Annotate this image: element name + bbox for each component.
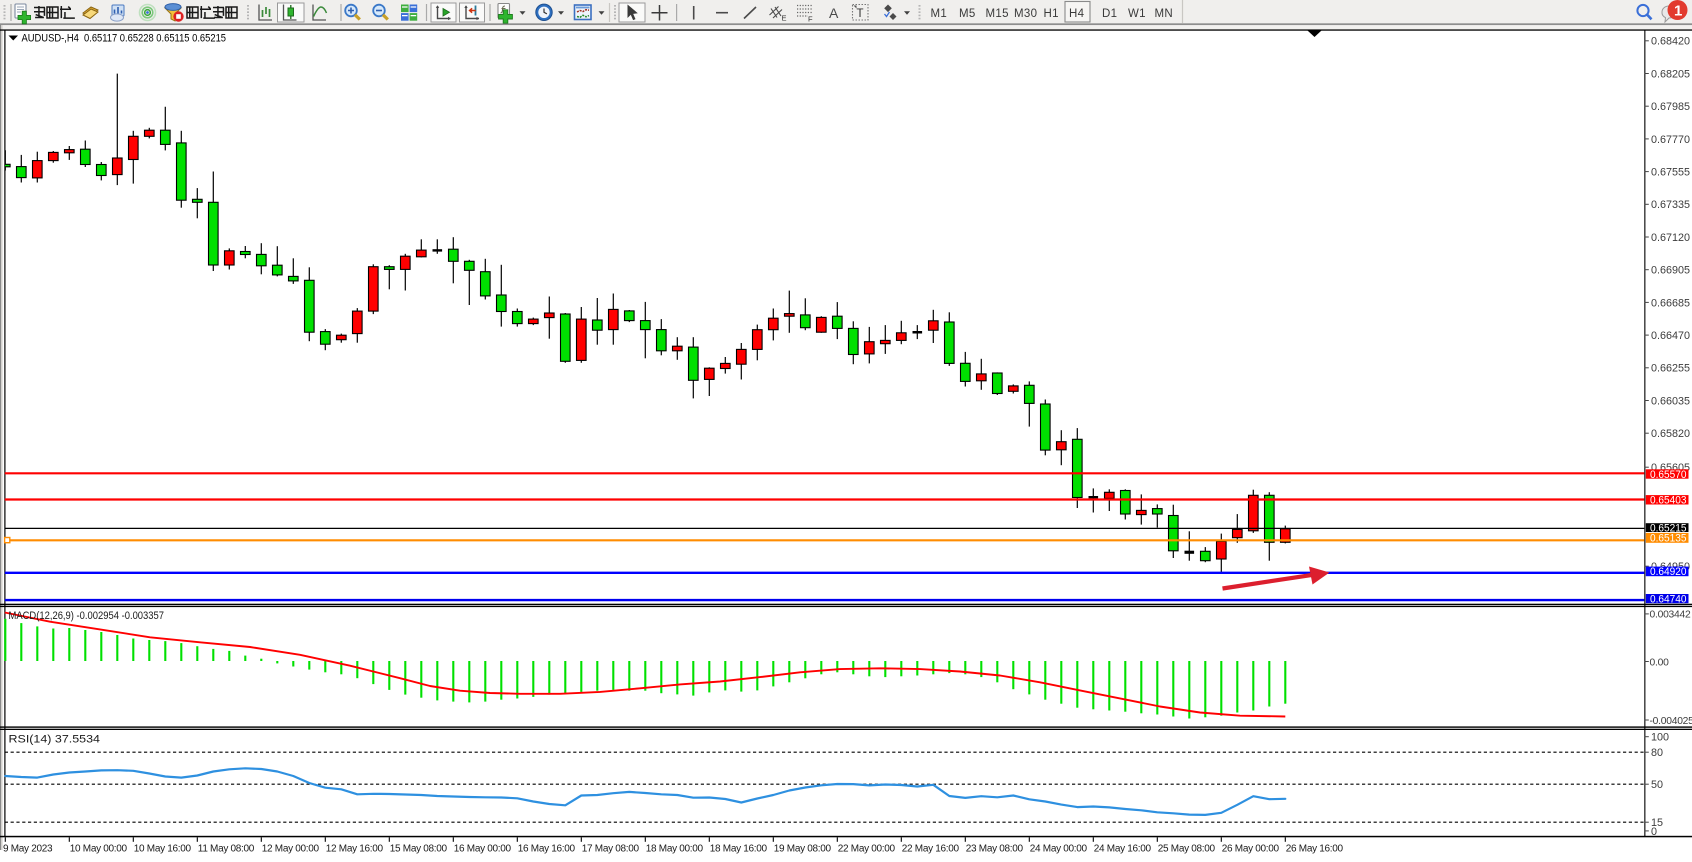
svg-text:D1: D1 [1102, 8, 1117, 20]
svg-text:24 May 16:00: 24 May 16:00 [1094, 844, 1152, 855]
svg-text:18 May 00:00: 18 May 00:00 [646, 844, 704, 855]
svg-text:22 May 16:00: 22 May 16:00 [902, 844, 960, 855]
svg-text:9 May 2023: 9 May 2023 [3, 844, 53, 855]
svg-text:0.68420: 0.68420 [1651, 36, 1690, 48]
svg-text:T: T [857, 8, 864, 20]
svg-text:0.65215: 0.65215 [1650, 522, 1687, 534]
svg-text:23 May 08:00: 23 May 08:00 [966, 844, 1024, 855]
svg-text:0.66685: 0.66685 [1651, 297, 1690, 309]
svg-text:W1: W1 [1128, 8, 1146, 20]
svg-text:10 May 00:00: 10 May 00:00 [70, 844, 128, 855]
svg-text:F: F [808, 15, 813, 24]
svg-text:22 May 00:00: 22 May 00:00 [838, 844, 896, 855]
svg-text:AUDUSD-,H4 0.65117 0.65228 0.: AUDUSD-,H4 0.65117 0.65228 0.65115 0.652… [22, 32, 227, 44]
svg-text:M1: M1 [931, 8, 948, 20]
svg-text:0.65570: 0.65570 [1650, 469, 1687, 481]
svg-text:M15: M15 [986, 8, 1009, 20]
svg-text:A: A [829, 5, 839, 21]
svg-text:0.66470: 0.66470 [1651, 330, 1690, 342]
svg-text:0.67555: 0.67555 [1651, 167, 1690, 179]
svg-text:18 May 16:00: 18 May 16:00 [710, 844, 768, 855]
svg-text:10 May 16:00: 10 May 16:00 [134, 844, 192, 855]
svg-text:0: 0 [1651, 826, 1657, 838]
svg-text:M30: M30 [1014, 8, 1037, 20]
svg-text:0.65403: 0.65403 [1650, 495, 1687, 507]
svg-text:0.66035: 0.66035 [1651, 395, 1690, 407]
svg-text:0.65820: 0.65820 [1651, 428, 1690, 440]
svg-text:M5: M5 [959, 8, 976, 20]
svg-text:1: 1 [1674, 3, 1682, 20]
svg-text:15: 15 [1651, 817, 1663, 829]
svg-text:17 May 08:00: 17 May 08:00 [582, 844, 640, 855]
svg-text:MN: MN [1155, 8, 1174, 20]
svg-text:26 May 00:00: 26 May 00:00 [1222, 844, 1280, 855]
svg-text:0.64920: 0.64920 [1650, 566, 1687, 578]
svg-text:16 May 16:00: 16 May 16:00 [518, 844, 576, 855]
svg-text:MACD(12,26,9) -0.002954 -0.003: MACD(12,26,9) -0.002954 -0.003357 [9, 610, 165, 622]
svg-text:11 May 08:00: 11 May 08:00 [198, 844, 255, 855]
svg-text:0.64740: 0.64740 [1650, 593, 1687, 605]
svg-text:-0.004025: -0.004025 [1650, 716, 1692, 727]
svg-text:100: 100 [1651, 732, 1669, 744]
svg-text:0.00: 0.00 [1650, 657, 1670, 668]
svg-text:19 May 08:00: 19 May 08:00 [774, 844, 832, 855]
svg-text:12 May 00:00: 12 May 00:00 [262, 844, 320, 855]
svg-text:50: 50 [1651, 779, 1663, 791]
svg-text:H4: H4 [1069, 8, 1085, 20]
svg-text:0.66255: 0.66255 [1651, 363, 1690, 375]
svg-text:26 May 16:00: 26 May 16:00 [1286, 844, 1344, 855]
svg-text:80: 80 [1651, 747, 1663, 759]
svg-text:25 May 08:00: 25 May 08:00 [1158, 844, 1216, 855]
svg-text:RSI(14) 37.5534: RSI(14) 37.5534 [9, 734, 101, 746]
svg-text:0.65135: 0.65135 [1650, 533, 1687, 545]
svg-text:0.67770: 0.67770 [1651, 134, 1690, 146]
svg-text:0.67985: 0.67985 [1651, 101, 1690, 113]
svg-text:24 May 00:00: 24 May 00:00 [1030, 844, 1088, 855]
svg-text:0.67120: 0.67120 [1651, 232, 1690, 244]
svg-text:0.66905: 0.66905 [1651, 265, 1690, 277]
svg-text:E: E [782, 14, 787, 23]
svg-text:H1: H1 [1044, 8, 1059, 20]
svg-text:15 May 08:00: 15 May 08:00 [390, 844, 448, 855]
svg-text:0.003442: 0.003442 [1650, 610, 1691, 621]
svg-text:0.67335: 0.67335 [1651, 199, 1690, 211]
svg-text:12 May 16:00: 12 May 16:00 [326, 844, 384, 855]
svg-text:0.68205: 0.68205 [1651, 68, 1690, 80]
svg-text:16 May 00:00: 16 May 00:00 [454, 844, 512, 855]
